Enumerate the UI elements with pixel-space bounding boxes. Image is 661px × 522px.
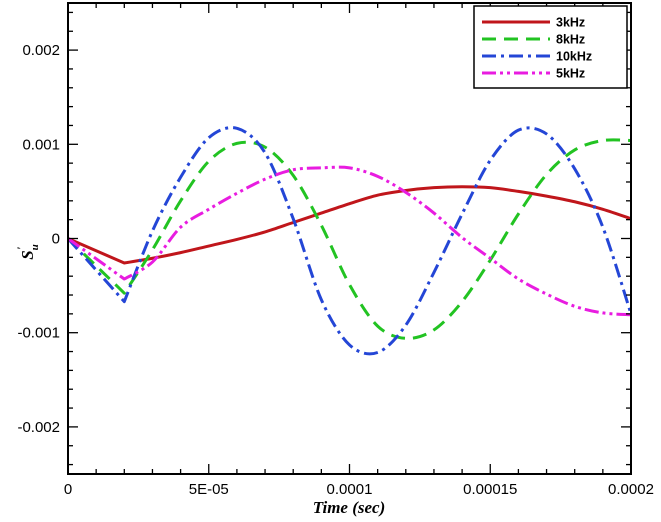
legend: 3kHz 8kHz 10kHz 5kHz: [473, 5, 628, 89]
series-line-8khz: [68, 138, 631, 340]
y-axis-title-subscript: u: [29, 244, 41, 250]
y-tick-label: -0.001: [17, 325, 60, 342]
series-layer: [68, 126, 631, 356]
series-line-5khz: [68, 165, 631, 317]
y-axis-title-prime: ': [14, 246, 28, 250]
series-line-3khz: [68, 185, 631, 265]
y-axis-title-main: S: [18, 250, 37, 259]
x-axis-title: Time (sec): [313, 498, 386, 517]
x-tick-label: 0.00015: [463, 481, 517, 498]
y-axis-title: Su': [14, 244, 41, 260]
tick-labels-layer: 0 5E-05 0.0001 0.00015 0.0002 0.002 0.001 0 -0.0…: [17, 42, 653, 498]
x-tick-label: 0.0002: [608, 481, 654, 498]
y-tick-label: 0.002: [22, 42, 60, 59]
legend-box: [473, 5, 628, 89]
x-tick-label: 0: [64, 481, 72, 498]
legend-label-5khz: 5kHz: [556, 67, 585, 81]
legend-label-8khz: 8kHz: [556, 33, 585, 47]
legend-label-10khz: 10kHz: [556, 50, 592, 64]
legend-label-3khz: 3kHz: [556, 16, 585, 30]
series-line-10khz: [68, 126, 631, 356]
y-tick-label: 0.001: [22, 136, 60, 153]
y-tick-label: 0: [52, 231, 60, 248]
svg-text:Su': Su': [14, 244, 41, 260]
x-tick-label: 0.0001: [327, 481, 373, 498]
x-tick-label: 5E-05: [189, 481, 229, 498]
y-tick-label: -0.002: [17, 419, 60, 436]
ticks-layer: [67, 3, 632, 474]
